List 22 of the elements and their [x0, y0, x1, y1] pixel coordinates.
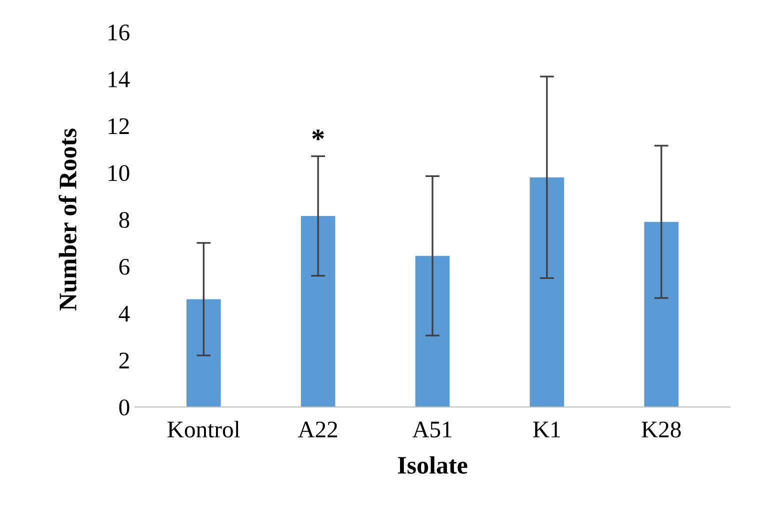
y-tick-label: 6 [119, 258, 130, 275]
y-tick-label: 12 [108, 118, 129, 134]
x-axis-title: Isolate [398, 456, 468, 474]
bar [644, 222, 679, 407]
bar [415, 256, 450, 407]
y-tick-label: 4 [118, 306, 130, 322]
bar [530, 177, 564, 407]
bar [186, 299, 221, 407]
y-tick-label: 10 [108, 165, 130, 182]
bar [300, 216, 336, 407]
x-tick-label: A51 [412, 422, 452, 438]
x-tick-label: K28 [642, 422, 681, 438]
y-axis-title: Number of Roots [58, 128, 77, 310]
annotation: * [312, 130, 324, 140]
y-tick-label: 8 [119, 212, 130, 228]
y-tick-label: 14 [108, 71, 130, 88]
y-tick-label: 16 [108, 24, 130, 40]
x-tick-label: K1 [533, 422, 560, 438]
x-tick-label: Kontrol [168, 420, 240, 438]
y-tick-label: 2 [119, 352, 129, 368]
y-tick-label: 0 [119, 399, 130, 416]
x-tick-label: A22 [298, 422, 338, 438]
